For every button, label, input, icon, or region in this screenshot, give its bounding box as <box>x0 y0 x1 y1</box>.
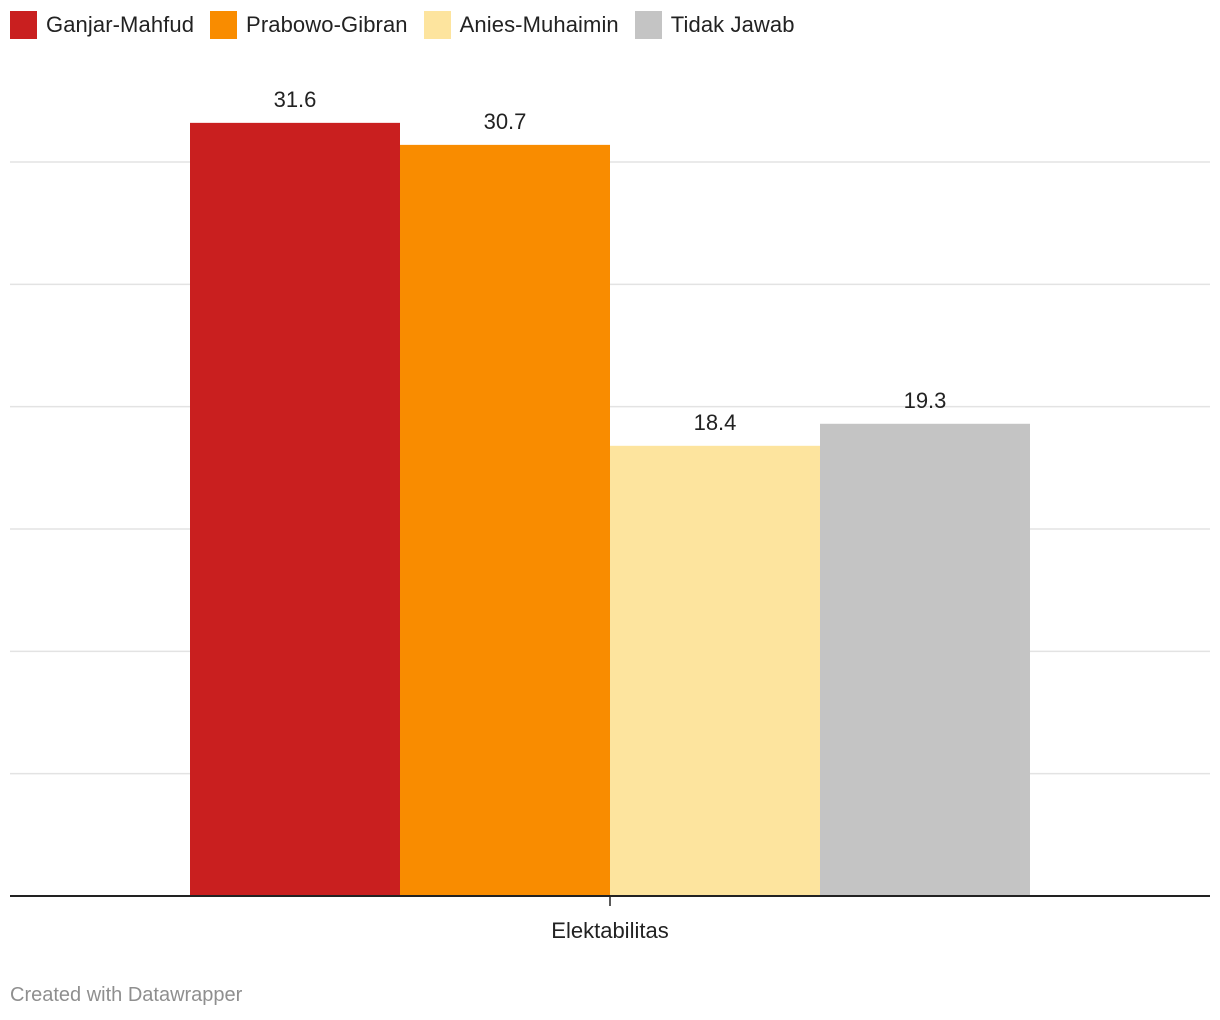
legend-swatch <box>634 11 662 39</box>
legend-swatch <box>210 11 238 39</box>
legend-item: Prabowo-Gibran <box>210 11 408 39</box>
bar-value-label: 19.3 <box>904 388 947 413</box>
legend-label: Prabowo-Gibran <box>246 12 408 37</box>
bar <box>610 445 820 896</box>
bar-value-label: 18.4 <box>694 410 737 435</box>
bars <box>190 122 1030 896</box>
legend-item: Anies-Muhaimin <box>423 11 619 39</box>
bar-value-label: 31.6 <box>274 87 317 112</box>
legend-swatch <box>10 11 37 39</box>
bar-value-label: 30.7 <box>484 109 527 134</box>
bar <box>190 122 400 896</box>
legend-label: Tidak Jawab <box>670 12 795 37</box>
chart-legend: Ganjar-Mahfud Prabowo-Gibran Anies-Muhaimi… <box>10 10 811 40</box>
legend-item: Ganjar-Mahfud <box>10 11 194 39</box>
bar <box>400 144 610 896</box>
legend-label: Anies-Muhaimin <box>459 12 619 37</box>
x-axis: Elektabilitas <box>10 895 1210 943</box>
legend-swatch <box>423 11 451 39</box>
bar <box>820 423 1030 896</box>
legend-item: Tidak Jawab <box>634 11 795 39</box>
bar-chart: 31.6 30.7 18.4 19.3 Elektabilitas <box>10 87 1210 943</box>
data-labels: 31.6 30.7 18.4 19.3 <box>274 87 947 435</box>
x-axis-category-label: Elektabilitas <box>551 918 668 943</box>
legend-label: Ganjar-Mahfud <box>46 12 195 37</box>
datawrapper-credit: Created with Datawrapper <box>10 984 243 1006</box>
